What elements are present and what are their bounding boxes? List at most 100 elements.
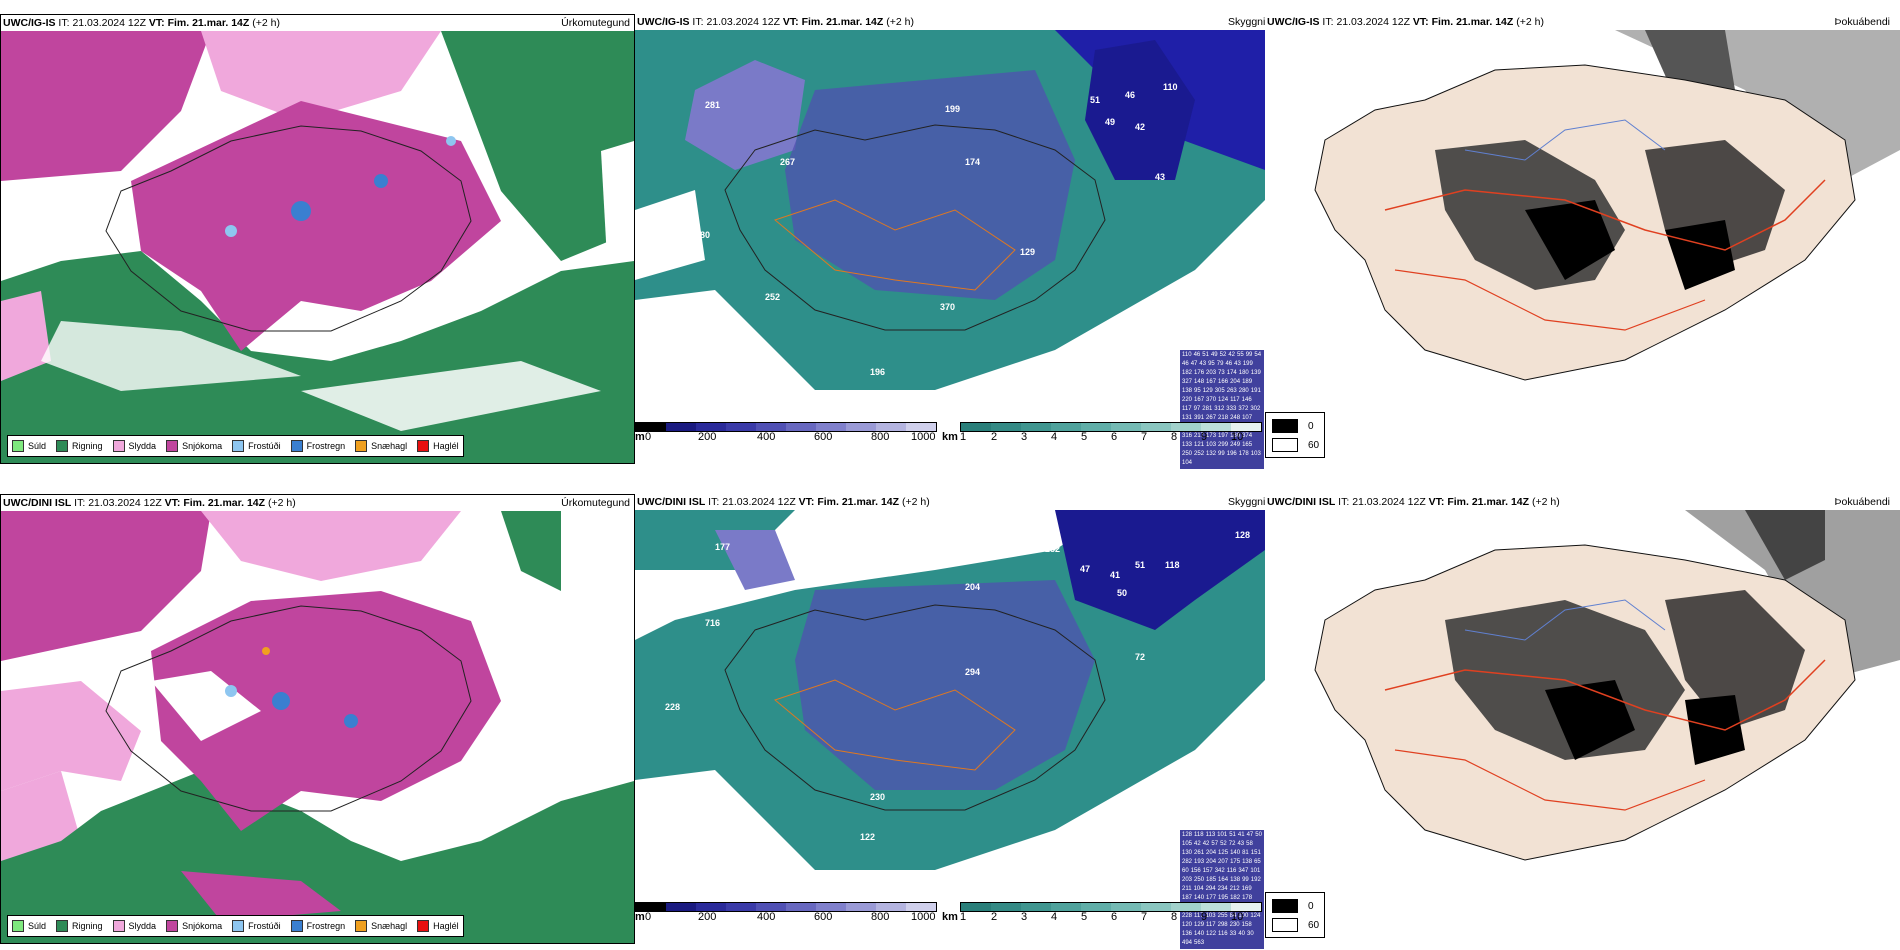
tick: 0 bbox=[645, 431, 652, 443]
vis-number: 46 bbox=[1125, 90, 1135, 100]
tick: 4 bbox=[1051, 911, 1058, 923]
vis-number: 103 bbox=[1205, 913, 1216, 919]
meter-colorbar bbox=[635, 902, 937, 912]
vis-number: 43 bbox=[1234, 361, 1241, 367]
vis-number: 182 bbox=[1230, 895, 1241, 901]
vis-number: 166 bbox=[1218, 379, 1229, 385]
vis-number: 136 bbox=[1182, 931, 1193, 937]
vis-number: 157 bbox=[1202, 868, 1213, 874]
vis-number: 146 bbox=[1241, 397, 1252, 403]
vis-number: 220 bbox=[1182, 397, 1193, 403]
tick: 6 bbox=[1111, 911, 1118, 923]
vis-number: 107 bbox=[1242, 415, 1253, 421]
vis-number: 151 bbox=[1250, 850, 1261, 856]
vis-number: 204 bbox=[1206, 850, 1217, 856]
swatch bbox=[12, 440, 24, 452]
vis-number: 103 bbox=[1250, 451, 1261, 457]
vis-number: 196 bbox=[1226, 451, 1237, 457]
vis-number: 267 bbox=[780, 157, 795, 167]
vis-number: 128 bbox=[1235, 530, 1250, 540]
vis-number: 199 bbox=[1242, 361, 1253, 367]
vis-number: 185 bbox=[1206, 877, 1217, 883]
precip-type-map bbox=[1, 511, 634, 943]
vis-number: 79 bbox=[1216, 361, 1224, 367]
vis-number: 263 bbox=[1226, 388, 1237, 394]
vis-number: 347 bbox=[1238, 868, 1249, 874]
vis-number: 255 bbox=[1217, 913, 1228, 919]
km-colorbar bbox=[960, 902, 1262, 912]
vis-number: 391 bbox=[1194, 415, 1205, 421]
panel-name: Úrkomutegund bbox=[561, 497, 630, 509]
legend-item-drizzle: Súld bbox=[12, 920, 46, 932]
panel-title: UWC/IG-IS IT: 21.03.2024 12Z VT: Fim. 21… bbox=[3, 17, 280, 29]
vis-number: 43 bbox=[1155, 172, 1165, 182]
legend-item-freezing-drizzle: Frostúði bbox=[232, 440, 281, 452]
swatch bbox=[232, 920, 245, 932]
visibility-colorbar: m 0 200 400 600 800 1000 km 1 2 3 4 5 6 … bbox=[635, 900, 1265, 930]
legend-item-snow: Snjókoma bbox=[166, 920, 222, 932]
vis-number: 169 bbox=[1241, 886, 1252, 892]
vis-number: 116 bbox=[1218, 931, 1228, 937]
vis-number: 51 bbox=[1090, 95, 1100, 105]
tick: 2 bbox=[991, 911, 998, 923]
vis-number: 41 bbox=[1110, 570, 1120, 580]
vis-number: 261 bbox=[1194, 850, 1205, 856]
vis-number: 294 bbox=[965, 667, 980, 677]
precip-legend: Súld Rigning Slydda Snjókoma Frostúði Fr… bbox=[7, 915, 464, 937]
vis-number: 122 bbox=[1206, 931, 1217, 937]
fog-map bbox=[1265, 30, 1900, 430]
vis-number: 121 bbox=[1194, 442, 1205, 448]
vis-number: 50 bbox=[1117, 588, 1127, 598]
tick: 7 bbox=[1141, 431, 1148, 443]
bottom-vis-value-list: 128 118 113 101 51 41 47 50 105 42 42 57 52 72 43 58 130… bbox=[1180, 830, 1264, 949]
swatch bbox=[417, 440, 430, 452]
vis-number: 118 bbox=[1194, 832, 1204, 838]
vis-number: 230 bbox=[1229, 922, 1240, 928]
vis-number: 218 bbox=[1218, 415, 1229, 421]
vis-number: 370 bbox=[1206, 397, 1217, 403]
vis-number: 180 bbox=[695, 230, 710, 240]
vis-number: 312 bbox=[1214, 406, 1225, 412]
precip-legend: Súld Rigning Slydda Snjókoma Frostúði Fr… bbox=[7, 435, 464, 457]
vis-number: 249 bbox=[1230, 442, 1241, 448]
vis-number: 129 bbox=[1194, 922, 1205, 928]
visibility-map: 110 46 51 49 42 43 199 174 129 370 281 2… bbox=[635, 30, 1265, 430]
vis-number: 104 bbox=[1193, 886, 1204, 892]
vis-number: 117 bbox=[1206, 922, 1216, 928]
vis-number: 73 bbox=[1218, 370, 1225, 376]
fog-white-swatch bbox=[1272, 438, 1298, 452]
vis-number: 327 bbox=[1182, 379, 1193, 385]
vis-number: 165 bbox=[1242, 442, 1253, 448]
vis-number: 116 bbox=[1226, 868, 1237, 874]
vis-number: 189 bbox=[1242, 379, 1253, 385]
tick: 1000 bbox=[911, 431, 936, 443]
vis-number: 42 bbox=[1135, 122, 1145, 132]
vis-number: 81 bbox=[1242, 850, 1249, 856]
vis-number: 100 bbox=[1238, 913, 1249, 919]
vis-number: 204 bbox=[1206, 859, 1217, 865]
vis-number: 203 bbox=[1206, 370, 1217, 376]
tick: 10 bbox=[1231, 911, 1244, 923]
vis-number: 95 bbox=[1194, 388, 1201, 394]
tick: 7 bbox=[1141, 911, 1148, 923]
vis-number: 148 bbox=[1194, 379, 1205, 385]
vis-number: 84 bbox=[1229, 913, 1237, 919]
swatch bbox=[355, 440, 368, 452]
vis-number: 50 bbox=[1255, 832, 1262, 838]
swatch bbox=[56, 440, 69, 452]
vis-number: 204 bbox=[1230, 379, 1241, 385]
vis-number: 55 bbox=[1237, 352, 1244, 358]
fog-black-swatch bbox=[1272, 419, 1298, 433]
vis-number: 132 bbox=[1206, 451, 1217, 457]
vis-number: 47 bbox=[1190, 361, 1198, 367]
vis-number: 178 bbox=[1242, 895, 1253, 901]
vis-number: 211 bbox=[1182, 886, 1192, 892]
vis-number: 193 bbox=[1194, 859, 1205, 865]
panel-name: Úrkomutegund bbox=[561, 17, 630, 29]
tick: 2 bbox=[991, 431, 998, 443]
vis-number: 101 bbox=[1250, 868, 1261, 874]
fog-legend-top: 0 60 bbox=[1265, 412, 1325, 458]
vis-number: 175 bbox=[1230, 859, 1241, 865]
km-colorbar bbox=[960, 422, 1262, 432]
vis-number: 342 bbox=[1214, 868, 1225, 874]
